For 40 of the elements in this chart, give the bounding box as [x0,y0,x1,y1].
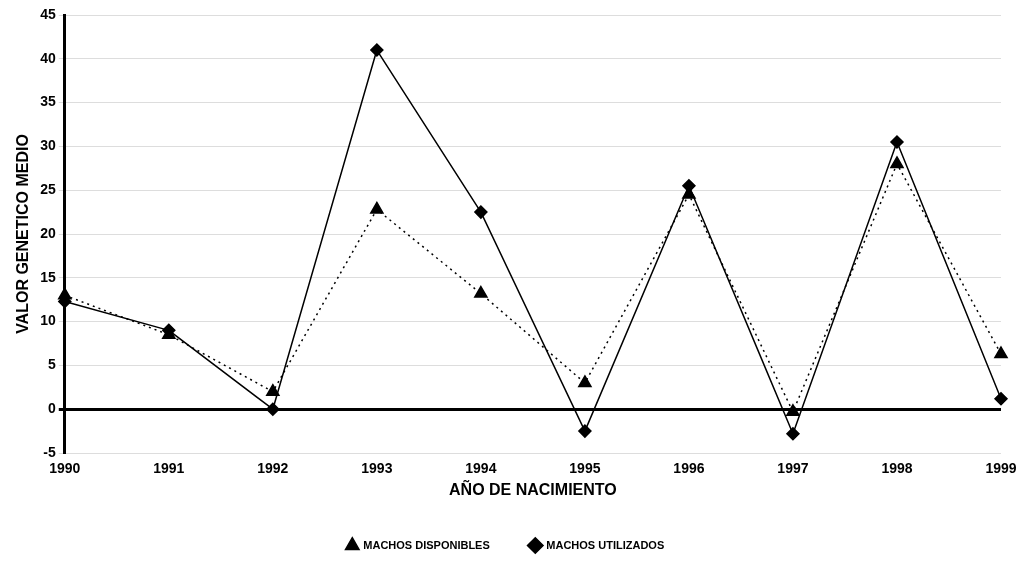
y-tick-label: 0 [47,400,56,417]
point [786,426,800,441]
legend-label: MACHOS UTILIZADOS [546,538,665,551]
point [578,375,592,388]
point [890,156,904,169]
y-tick-label: 45 [40,5,56,22]
y-axis-title: VALOR GENETICO MEDIO [14,134,32,334]
y-tick-label: 15 [40,268,56,285]
point [266,383,280,396]
x-tick-label: 1992 [257,460,289,477]
x-tick-label: 1997 [777,460,809,477]
y-tick-label: 40 [40,49,56,66]
x-tick-label: 1991 [153,460,185,477]
point [474,285,488,298]
x-tick-label: 1993 [361,460,393,477]
point [370,201,384,214]
y-tick-label: 20 [40,224,56,241]
point [786,404,800,417]
x-tick-label: 1998 [881,460,913,477]
point [994,346,1008,359]
point [266,402,280,416]
x-tick-label: 1996 [673,460,705,477]
point [370,43,384,57]
x-tick-label: 1999 [985,460,1017,477]
point [578,424,592,438]
y-tick-label: 10 [40,312,56,329]
point [890,135,904,149]
point [57,287,72,300]
point [474,205,488,219]
legend-label: MACHOS DISPONIBLES [363,538,490,551]
x-axis-title: AÑO DE NACIMIENTO [449,478,617,498]
y-tick-label: 30 [40,137,56,154]
y-tick-label: 5 [47,356,56,373]
x-tick-label: 1990 [49,460,81,477]
y-tick-label: 25 [40,181,56,198]
x-tick-label: 1995 [569,460,601,477]
y-tick-label: -5 [43,443,56,460]
y-tick-label: 35 [40,93,56,110]
x-tick-label: 1994 [465,460,497,477]
point [994,391,1008,406]
